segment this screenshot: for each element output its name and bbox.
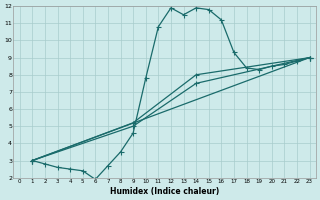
X-axis label: Humidex (Indice chaleur): Humidex (Indice chaleur) — [110, 187, 219, 196]
